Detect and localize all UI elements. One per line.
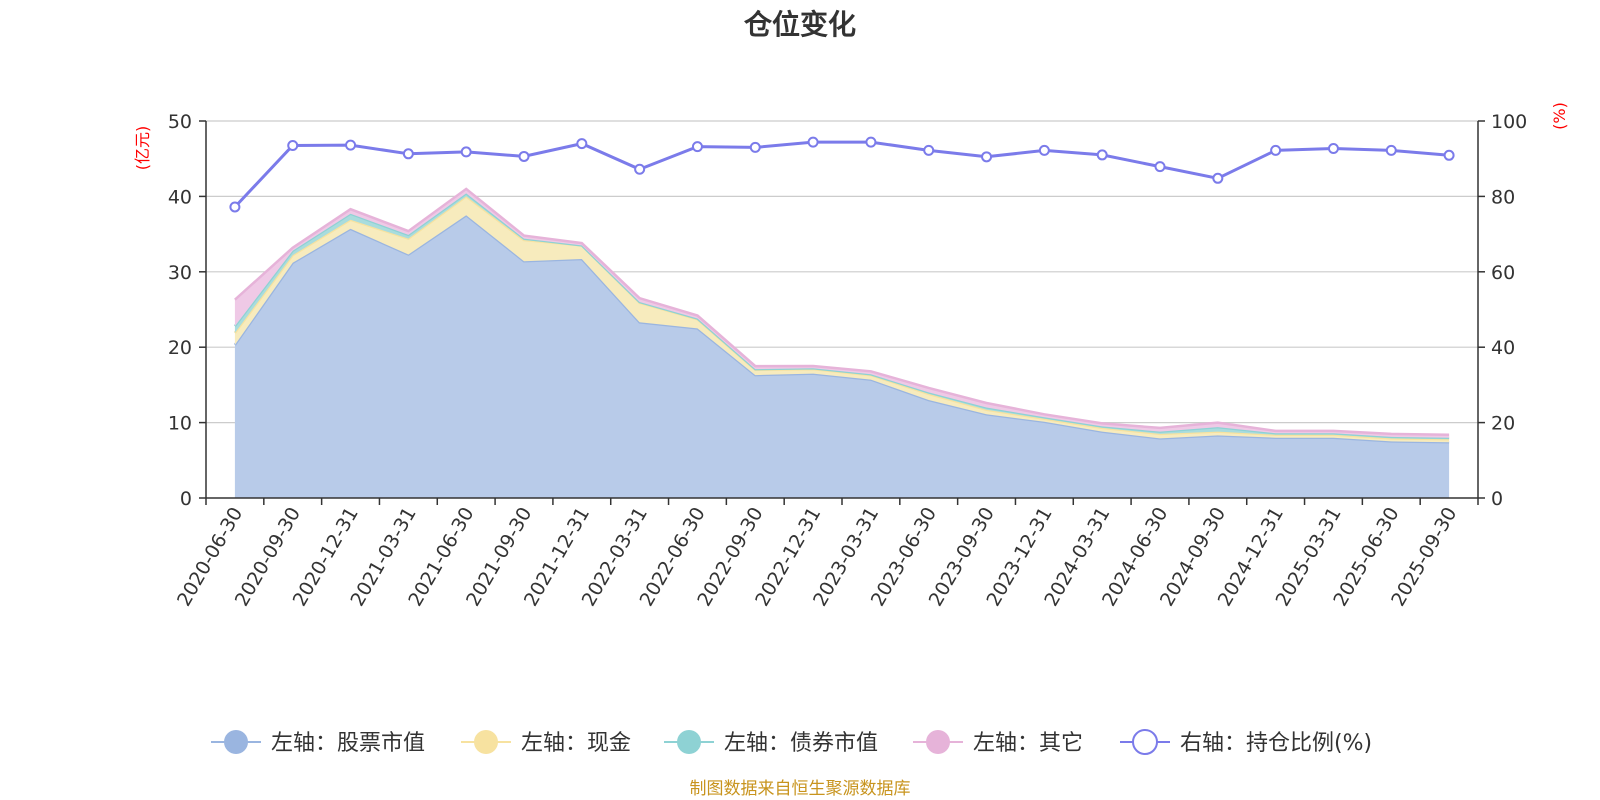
ratio-point	[345, 139, 357, 151]
ratio-point	[1212, 172, 1224, 184]
right-tick-label: 0	[1491, 488, 1503, 510]
ratio-point	[634, 163, 646, 175]
legend-item-2: 左轴：债券市值	[664, 730, 878, 756]
ratio-point	[229, 201, 241, 213]
ratio-point	[749, 141, 761, 153]
other-area-edge	[234, 187, 1450, 436]
right-tick-label: 60	[1491, 262, 1515, 284]
legend-item-3: 左轴：其它	[913, 730, 1083, 756]
cash-area	[234, 196, 1450, 443]
bond-area	[234, 193, 1450, 440]
legend-marker	[474, 730, 498, 754]
legend: 左轴：股票市值 左轴：现金 左轴：债券市值 左轴：其它 右轴：持仓比例(%)	[211, 729, 1372, 756]
ratio-point	[923, 144, 935, 156]
ratio-point	[576, 138, 588, 150]
left-tick-label: 20	[168, 337, 192, 359]
area-layer	[233, 187, 1450, 499]
legend-item-1: 左轴：现金	[461, 730, 631, 756]
legend-item-0: 左轴：股票市值	[211, 730, 425, 756]
ratio-point	[460, 146, 472, 158]
ratio-point	[1038, 144, 1050, 156]
ratio-point	[865, 136, 877, 148]
ratio-point	[1270, 144, 1282, 156]
legend-label: 左轴：债券市值	[724, 731, 878, 756]
legend-item-4: 右轴：持仓比例(%)	[1120, 729, 1372, 756]
legend-marker	[926, 730, 950, 754]
right-tick-label: 20	[1491, 413, 1515, 435]
stock-area	[234, 215, 1450, 499]
legend-marker	[1132, 729, 1158, 755]
source-note: 制图数据来自恒生聚源数据库	[690, 779, 911, 799]
ratio-point	[518, 150, 530, 162]
ratio-point	[287, 140, 299, 152]
ratio-point	[981, 151, 993, 163]
legend-label: 左轴：股票市值	[271, 731, 425, 756]
left-tick-label: 50	[168, 111, 192, 133]
left-tick-label: 0	[180, 488, 192, 510]
legend-marker	[677, 730, 701, 754]
ratio-line	[233, 140, 1450, 209]
ratio-point	[1327, 143, 1339, 155]
left-axis-unit: (亿元)	[133, 126, 152, 171]
right-tick-label: 40	[1491, 337, 1515, 359]
chart-title: 仓位变化	[744, 8, 856, 41]
right-tick-label: 80	[1491, 186, 1515, 208]
right-tick-label: 100	[1491, 111, 1527, 133]
ratio-point	[691, 141, 703, 153]
left-tick-label: 40	[168, 186, 192, 208]
ratio-point	[402, 148, 414, 160]
left-tick-label: 30	[168, 262, 192, 284]
ratio-line-layer	[229, 136, 1455, 213]
ratio-point	[1385, 144, 1397, 156]
legend-label: 左轴：其它	[973, 731, 1083, 756]
left-tick-label: 10	[168, 413, 192, 435]
legend-label: 右轴：持仓比例(%)	[1180, 731, 1372, 756]
ratio-point	[807, 136, 819, 148]
legend-label: 左轴：现金	[521, 731, 631, 756]
ratio-point	[1096, 149, 1108, 161]
other-area	[234, 188, 1450, 438]
ratio-point	[1154, 161, 1166, 173]
right-axis-unit: (%)	[1550, 102, 1569, 130]
legend-marker	[224, 730, 248, 754]
ratio-point	[1443, 149, 1455, 161]
